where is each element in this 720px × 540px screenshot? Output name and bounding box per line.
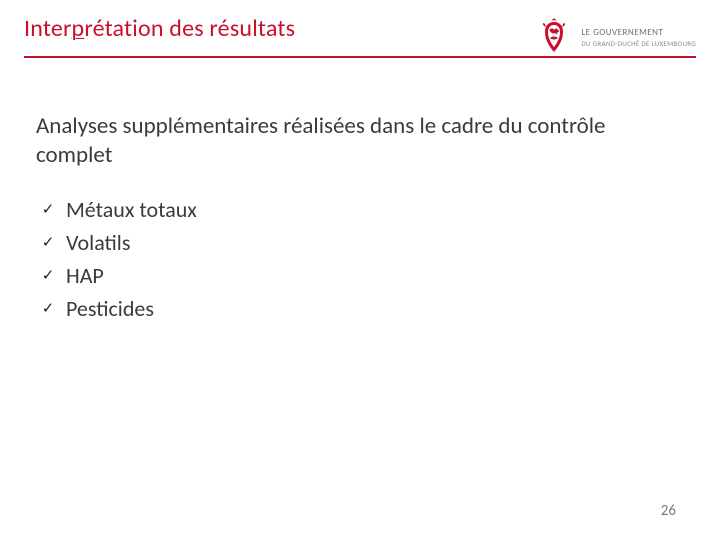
title-underlined: p bbox=[72, 14, 85, 43]
lion-crest-icon bbox=[537, 16, 571, 59]
check-icon: ✓ bbox=[40, 299, 56, 318]
list-item-label: Métaux totaux bbox=[66, 196, 197, 223]
section-subtitle: Analyses supplémentaires réalisées dans … bbox=[36, 112, 672, 170]
list-item: ✓ Métaux totaux bbox=[40, 196, 197, 223]
list-item-label: HAP bbox=[66, 262, 104, 289]
check-icon: ✓ bbox=[40, 233, 56, 252]
checklist: ✓ Métaux totaux ✓ Volatils ✓ HAP ✓ Pesti… bbox=[40, 196, 197, 322]
page-number: 26 bbox=[661, 502, 676, 520]
government-logo-block: LE GOUVERNEMENT DU GRAND-DUCHÉ DE LUXEMB… bbox=[537, 14, 696, 59]
list-item-label: Volatils bbox=[66, 229, 130, 256]
slide-header: Interprétation des résultats LE GOUVERNE… bbox=[24, 14, 696, 58]
gov-line1: LE GOUVERNEMENT bbox=[581, 27, 696, 38]
gov-line2: DU GRAND-DUCHÉ DE LUXEMBOURG bbox=[581, 39, 696, 48]
government-text: LE GOUVERNEMENT DU GRAND-DUCHÉ DE LUXEMB… bbox=[581, 27, 696, 48]
title-mid: rétation des résultats bbox=[84, 14, 295, 43]
list-item: ✓ Volatils bbox=[40, 229, 197, 256]
check-icon: ✓ bbox=[40, 266, 56, 285]
list-item: ✓ Pesticides bbox=[40, 295, 197, 322]
title-pre: Inter bbox=[24, 14, 72, 43]
list-item-label: Pesticides bbox=[66, 295, 154, 322]
check-icon: ✓ bbox=[40, 200, 56, 219]
list-item: ✓ HAP bbox=[40, 262, 197, 289]
page-title: Interprétation des résultats bbox=[24, 14, 295, 43]
